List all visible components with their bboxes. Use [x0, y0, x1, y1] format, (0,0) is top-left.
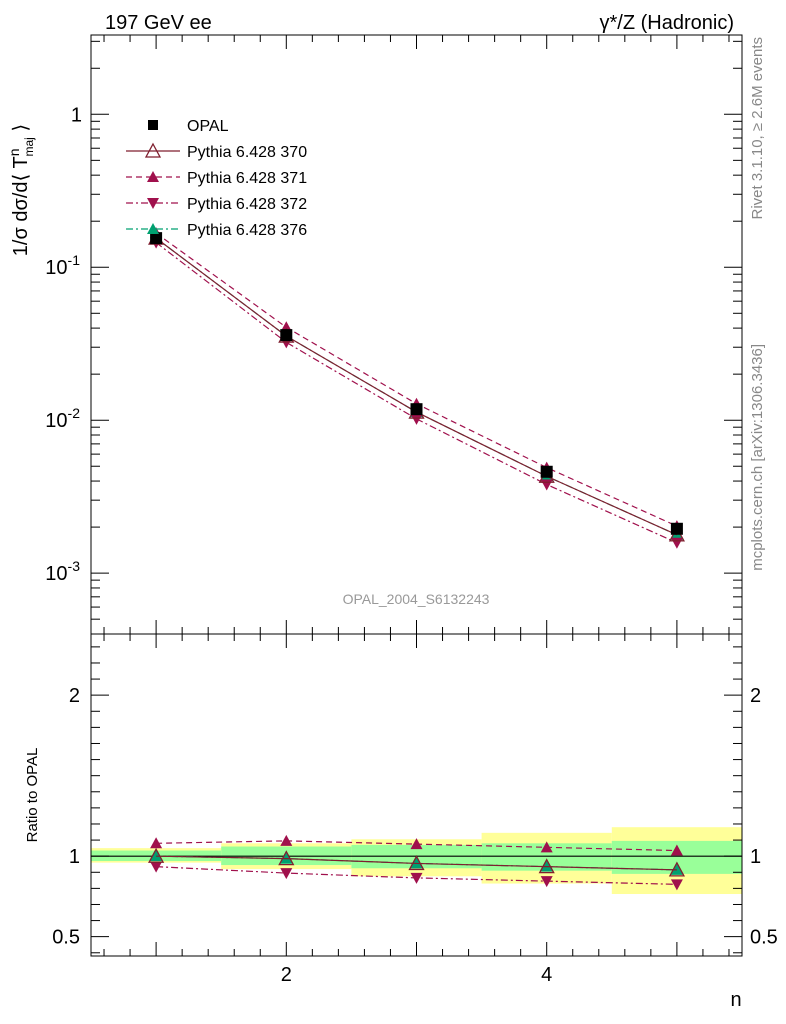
legend-marker — [147, 171, 159, 182]
series-line-pythia-6-428-372 — [155, 242, 678, 544]
mcplots-label: mcplots.cern.ch [arXiv:1306.3436] — [749, 344, 766, 571]
x-tick-label: 2 — [281, 964, 292, 986]
series-line-pythia-6-428-371 — [155, 232, 678, 527]
legend-label: OPAL — [187, 118, 229, 135]
ratio-line-pythia-6-428-370 — [156, 855, 677, 871]
energy-label: 197 GeV ee — [105, 12, 212, 34]
y-tick-label: 10-1 — [45, 252, 80, 279]
ratio-point — [280, 834, 293, 846]
ratio-point — [668, 861, 685, 877]
legend-marker — [147, 198, 159, 209]
axes-ticks: 2 4 10-3 10-2 10-1 1 0.5 0.5 1 1 2 2 — [45, 35, 778, 986]
data-point — [410, 413, 423, 425]
rivet-version-label: Rivet 3.1.10, ≥ 2.6M events — [749, 37, 766, 220]
data-point — [540, 465, 553, 478]
y-tick-label: 1 — [71, 104, 82, 126]
legend-marker — [144, 142, 162, 158]
ratio-point — [410, 838, 423, 850]
data-point — [670, 522, 683, 535]
analysis-watermark: OPAL_2004_S6132243 — [343, 591, 490, 607]
ratio-y-tick-label-right: 0.5 — [750, 927, 778, 949]
y-tick-label: 10-2 — [45, 405, 80, 432]
legend-label: Pythia 6.428 372 — [187, 196, 307, 213]
ratio-y-axis-label: Ratio to OPAL — [24, 748, 41, 843]
legend-marker — [147, 223, 159, 234]
ratio-point — [540, 841, 553, 853]
legend: OPAL Pythia 6.428 370 Pythia 6.428 371 Pyth… — [126, 118, 307, 239]
data-point — [280, 329, 293, 342]
data-point — [540, 479, 553, 491]
ratio-point — [150, 850, 163, 862]
ratio-y-tick-label-left: 0.5 — [52, 927, 80, 949]
ratio-point — [410, 872, 423, 884]
ratio-y-tick-label-left: 2 — [69, 685, 80, 707]
y-tick-label: 10-3 — [45, 558, 80, 585]
ratio-point — [148, 847, 165, 863]
ratio-y-tick-label-left: 1 — [69, 846, 80, 868]
ratio-y-tick-label-right: 1 — [750, 846, 761, 868]
ratio-y-tick-label-right: 2 — [750, 685, 761, 707]
legend-label: Pythia 6.428 376 — [187, 222, 307, 239]
legend-label: Pythia 6.428 371 — [187, 170, 307, 187]
main-y-axis-label: 1/σ dσ/d⟨ Tnmaj ⟩ — [6, 124, 36, 256]
ratio-point — [150, 837, 163, 849]
ratio-point — [150, 861, 163, 873]
legend-label: Pythia 6.428 370 — [187, 144, 307, 161]
ratio-point — [408, 855, 425, 871]
series-layer — [148, 227, 685, 891]
ratio-point — [280, 868, 293, 880]
process-label: γ*/Z (Hadronic) — [600, 12, 734, 34]
ratio-point — [538, 858, 555, 874]
data-point — [670, 537, 683, 549]
data-point — [150, 232, 163, 245]
ratio-point — [540, 876, 553, 888]
ratio-point — [670, 879, 683, 891]
legend-marker — [148, 120, 158, 130]
ratio-point — [278, 850, 295, 866]
x-tick-label: 4 — [541, 964, 552, 986]
svg-text:1/σ dσ/d⟨ Tnmaj ⟩: 1/σ dσ/d⟨ Tnmaj ⟩ — [6, 124, 36, 256]
ratio-point — [670, 844, 683, 856]
x-axis-label: n — [730, 989, 741, 1011]
ratio-plot-frame — [90, 633, 743, 957]
data-point — [410, 403, 423, 416]
